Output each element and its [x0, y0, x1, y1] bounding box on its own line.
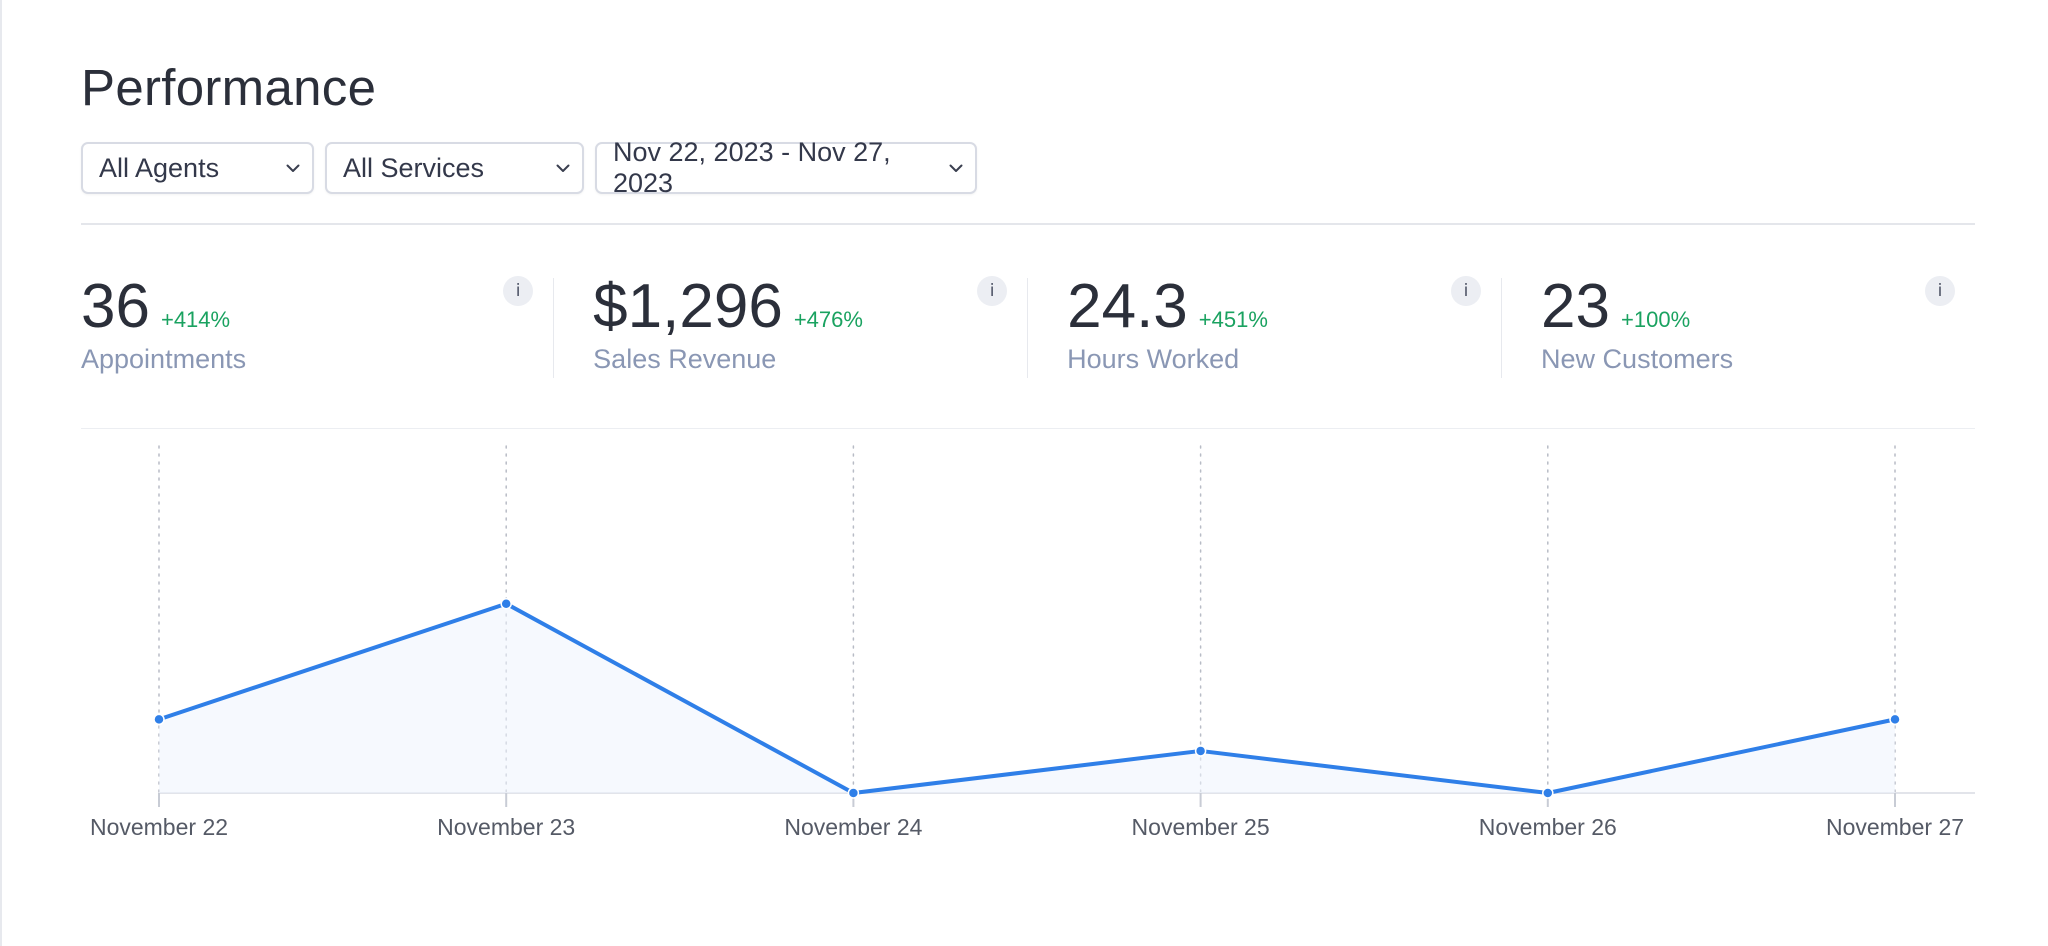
metric-label: New Customers [1541, 344, 1734, 374]
metric-label: Appointments [81, 344, 247, 374]
series-line [157, 601, 1897, 795]
metric-value: 23 [1541, 272, 1611, 341]
data-point[interactable] [153, 713, 165, 726]
x-tick-label: November 24 [784, 814, 922, 840]
chevron-down-icon [284, 159, 302, 177]
section-divider [81, 428, 1975, 429]
x-tick-label: November 23 [437, 814, 575, 840]
metric-new-customers: 23 +100% New Customers i [1501, 272, 1975, 382]
metric-label: Hours Worked [1067, 344, 1240, 374]
data-point[interactable] [500, 597, 512, 610]
data-point[interactable] [1542, 787, 1554, 799]
x-tick-label: November 22 [90, 814, 228, 840]
performance-chart: November 22 November 23 November 24 Novembe… [81, 430, 1975, 860]
metric-value: 36 [81, 272, 150, 341]
metric-hours-worked: 24.3 +451% Hours Worked i [1027, 272, 1501, 382]
x-tick-label: November 26 [1479, 814, 1617, 840]
info-icon[interactable]: i [503, 276, 534, 306]
metric-value: 24.3 [1067, 272, 1188, 341]
data-point[interactable] [1889, 713, 1901, 726]
date-range-value: Nov 22, 2023 - Nov 27, 2023 [613, 137, 891, 198]
data-point[interactable] [847, 787, 860, 799]
line-chart-svg: November 22 November 23 November 24 Novembe… [90, 445, 1975, 840]
metric-sales-revenue: $1,296 +476% Sales Revenue i [553, 272, 1027, 382]
date-range-select[interactable]: Nov 22, 2023 - Nov 27, 2023 [595, 137, 977, 198]
metric-label: Sales Revenue [593, 344, 777, 374]
services-select-value: All Services [343, 152, 485, 183]
agents-select[interactable]: All Agents [81, 142, 314, 194]
metric-change: +100% [1621, 307, 1691, 332]
chevron-down-icon [948, 159, 965, 177]
data-point[interactable] [1194, 745, 1207, 757]
metric-change: +476% [793, 307, 863, 332]
left-border [0, 0, 2, 946]
services-select[interactable]: All Services [325, 142, 584, 194]
x-tick-label: November 27 [1826, 814, 1964, 840]
info-icon[interactable]: i [1451, 276, 1482, 306]
metrics-row: 36 +414% Appointments i $1,296 +476% Sal… [81, 272, 1975, 382]
section-divider [81, 223, 1975, 225]
x-tick-label: November 25 [1132, 814, 1270, 840]
metric-change: +414% [160, 307, 231, 332]
chevron-down-icon [554, 159, 572, 177]
metric-change: +451% [1198, 307, 1268, 332]
info-icon[interactable]: i [1924, 276, 1955, 306]
metric-appointments: 36 +414% Appointments i [81, 272, 553, 382]
metric-value: $1,296 [593, 272, 783, 341]
page-title: Performance [81, 59, 377, 116]
info-icon[interactable]: i [977, 276, 1008, 306]
filter-bar: All Agents All Services Nov 22, 2023 - N… [81, 137, 988, 198]
agents-select-value: All Agents [99, 152, 220, 183]
performance-page: Performance All Agents All Services Nov … [81, 0, 1975, 946]
